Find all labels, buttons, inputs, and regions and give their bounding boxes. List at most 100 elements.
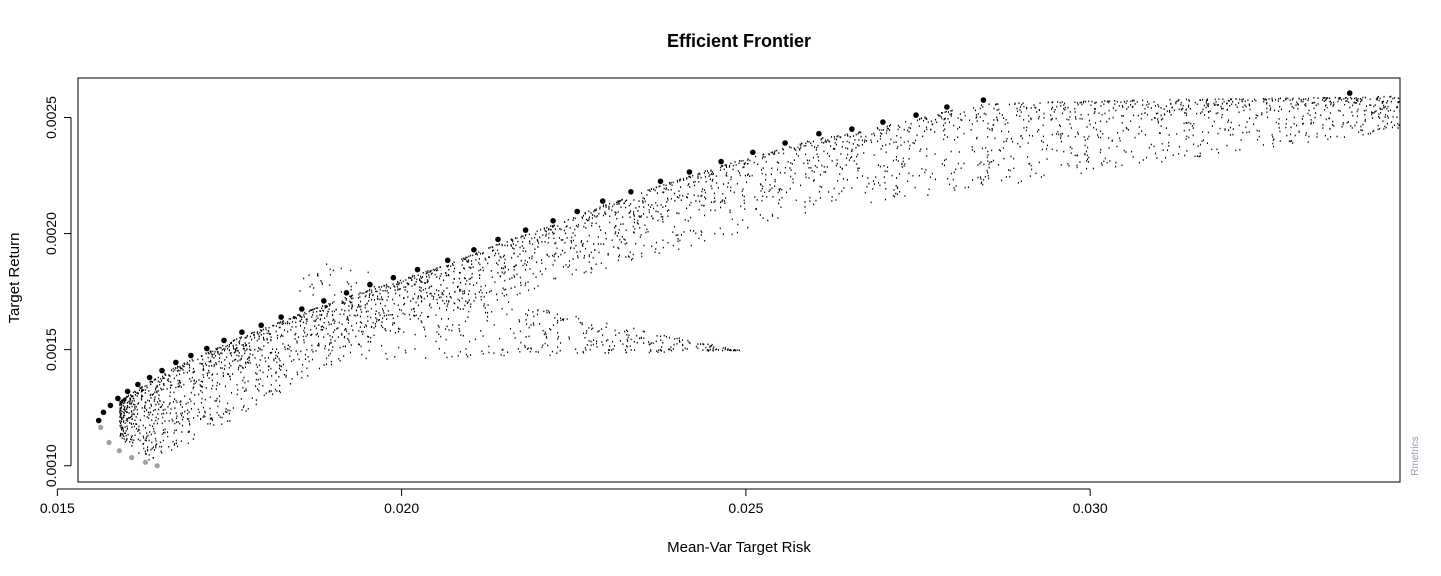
feasible-portfolio-point [1275, 98, 1277, 101]
feasible-portfolio-point [513, 252, 515, 255]
feasible-portfolio-point [1288, 110, 1290, 113]
feasible-portfolio-point [566, 318, 568, 320]
feasible-portfolio-point [896, 177, 898, 179]
feasible-portfolio-point [595, 216, 597, 218]
feasible-portfolio-point [425, 270, 427, 273]
feasible-portfolio-point [602, 334, 604, 336]
feasible-portfolio-point [813, 179, 815, 181]
feasible-portfolio-point [392, 322, 394, 324]
feasible-portfolio-point [296, 340, 298, 342]
feasible-portfolio-point [234, 351, 236, 354]
feasible-portfolio-point [1137, 114, 1139, 117]
feasible-portfolio-point [1311, 102, 1313, 104]
feasible-portfolio-point [232, 407, 234, 409]
feasible-portfolio-point [446, 300, 448, 302]
feasible-portfolio-point [124, 408, 126, 411]
feasible-portfolio-point [202, 416, 204, 419]
feasible-portfolio-point [467, 293, 469, 296]
feasible-portfolio-point [605, 340, 607, 342]
feasible-portfolio-point [1199, 152, 1201, 155]
feasible-portfolio-point [244, 336, 246, 339]
feasible-portfolio-point [123, 438, 125, 440]
feasible-portfolio-point [120, 409, 122, 412]
feasible-portfolio-point [160, 450, 162, 453]
feasible-portfolio-point [213, 365, 215, 368]
feasible-portfolio-point [478, 261, 480, 264]
feasible-portfolio-point [570, 246, 572, 249]
feasible-portfolio-point [404, 289, 406, 291]
feasible-portfolio-point [219, 346, 221, 349]
feasible-portfolio-point [805, 173, 807, 175]
feasible-portfolio-point [257, 350, 259, 352]
feasible-portfolio-point [546, 309, 548, 312]
feasible-portfolio-point [754, 196, 756, 198]
feasible-portfolio-point [208, 369, 210, 372]
feasible-portfolio-point [229, 342, 231, 344]
feasible-portfolio-point [123, 420, 125, 422]
feasible-portfolio-point [267, 357, 269, 359]
feasible-portfolio-point [665, 187, 667, 189]
feasible-portfolio-point [355, 322, 357, 325]
feasible-portfolio-point [202, 367, 204, 370]
feasible-portfolio-point [1308, 135, 1310, 138]
feasible-portfolio-point [533, 315, 535, 318]
feasible-portfolio-point [1235, 104, 1237, 106]
feasible-portfolio-point [562, 239, 564, 241]
feasible-portfolio-point [318, 343, 320, 345]
feasible-portfolio-point [624, 243, 626, 245]
feasible-portfolio-point [306, 348, 308, 351]
feasible-portfolio-point [476, 252, 478, 255]
feasible-portfolio-point [1108, 147, 1110, 149]
feasible-portfolio-point [560, 317, 562, 319]
feasible-portfolio-point [619, 340, 621, 342]
feasible-portfolio-point [843, 187, 845, 189]
feasible-portfolio-point [359, 326, 361, 328]
feasible-portfolio-point [172, 367, 174, 370]
feasible-portfolio-point [1291, 98, 1293, 101]
feasible-portfolio-point [359, 305, 361, 308]
feasible-portfolio-point [126, 395, 128, 398]
feasible-portfolio-point [1347, 97, 1349, 100]
feasible-portfolio-point [615, 212, 617, 214]
feasible-portfolio-point [556, 352, 558, 354]
feasible-portfolio-point [722, 193, 724, 195]
feasible-portfolio-point [770, 151, 772, 154]
feasible-portfolio-point [993, 107, 995, 110]
feasible-portfolio-point [150, 405, 152, 407]
feasible-portfolio-point [613, 345, 615, 347]
feasible-portfolio-point [581, 322, 583, 324]
feasible-portfolio-point [243, 390, 245, 392]
feasible-portfolio-point [282, 343, 284, 345]
feasible-portfolio-point [382, 310, 384, 312]
feasible-portfolio-point [634, 228, 636, 230]
feasible-portfolio-point [669, 348, 671, 351]
feasible-portfolio-point [808, 177, 810, 179]
feasible-portfolio-point [1019, 145, 1021, 148]
feasible-portfolio-point [1165, 127, 1167, 129]
feasible-portfolio-point [725, 164, 727, 167]
feasible-portfolio-point [563, 221, 565, 223]
feasible-portfolio-point [275, 357, 277, 359]
feasible-portfolio-point [169, 391, 171, 394]
feasible-portfolio-point [1333, 125, 1335, 127]
feasible-portfolio-point [833, 187, 835, 190]
feasible-portfolio-point [595, 263, 597, 265]
feasible-portfolio-point [811, 170, 813, 172]
feasible-portfolio-point [846, 133, 848, 135]
feasible-portfolio-point [1399, 110, 1400, 113]
feasible-portfolio-point [158, 397, 160, 400]
feasible-portfolio-point [148, 390, 150, 392]
feasible-portfolio-point [1357, 108, 1359, 111]
feasible-portfolio-point [1131, 150, 1133, 153]
feasible-portfolio-point [153, 430, 155, 433]
feasible-portfolio-point [124, 406, 126, 408]
feasible-portfolio-point [604, 212, 606, 215]
feasible-portfolio-point [278, 321, 280, 324]
feasible-portfolio-point [1329, 100, 1331, 103]
feasible-portfolio-point [907, 180, 909, 182]
feasible-portfolio-point [157, 413, 159, 415]
feasible-portfolio-point [348, 305, 350, 307]
feasible-portfolio-point [766, 196, 768, 198]
feasible-portfolio-point [230, 354, 232, 357]
feasible-portfolio-point [1330, 136, 1332, 138]
